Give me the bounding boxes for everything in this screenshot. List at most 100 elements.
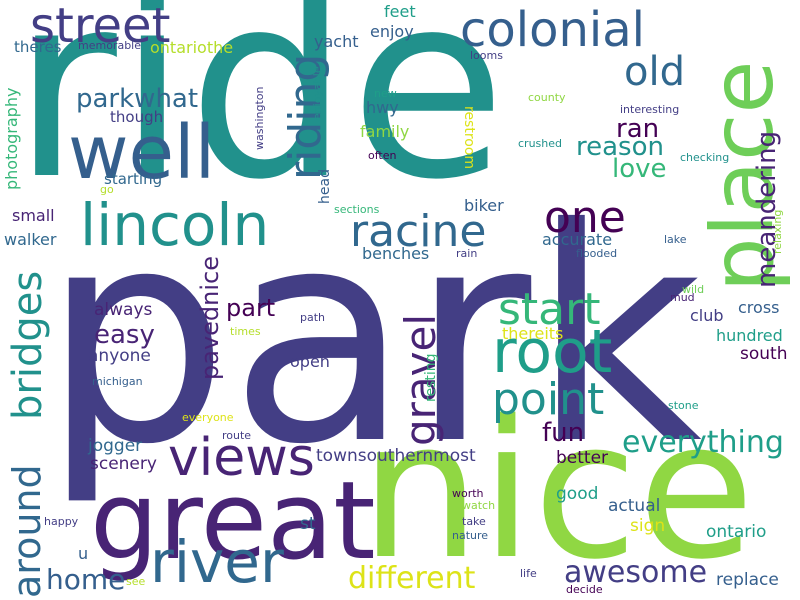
word-well: well: [68, 110, 216, 196]
word-river: river: [150, 528, 284, 596]
word-starting: starting: [104, 170, 163, 188]
word-jogger: jogger: [88, 436, 143, 456]
word-old: old: [624, 49, 685, 95]
word-go: go: [100, 183, 114, 196]
word-resting: resting: [423, 353, 439, 403]
word-benches: benches: [362, 244, 430, 263]
word-different: different: [348, 561, 476, 596]
word-pavednice: pavednice: [196, 256, 224, 380]
word-better: better: [556, 448, 609, 468]
word-head: head: [317, 169, 333, 204]
word-home: home: [46, 563, 126, 596]
word-new: new: [374, 87, 397, 100]
word-point: point: [492, 374, 605, 425]
word-part: part: [226, 294, 276, 322]
word-lincoln: lincoln: [80, 191, 270, 259]
word-sections: sections: [334, 203, 380, 216]
word-enjoyable: enjoyable: [311, 66, 324, 120]
word-fun: fun: [542, 418, 585, 448]
word-rain: rain: [456, 247, 478, 260]
word-small: small: [12, 206, 55, 225]
word-root: root: [492, 317, 613, 387]
word-ride: ride: [12, 0, 507, 236]
word-thereits: thereits: [502, 324, 564, 343]
word-south: south: [740, 344, 788, 364]
word-love: love: [612, 154, 667, 184]
word-hundred: hundred: [716, 326, 783, 345]
word-checking: checking: [680, 151, 730, 164]
word-ran: ran: [616, 114, 660, 144]
word-memorable: memorable: [78, 39, 141, 52]
word-happy: happy: [44, 515, 79, 528]
word-nature: nature: [452, 529, 489, 542]
word-racine: racine: [350, 206, 487, 257]
word-life: life: [520, 567, 537, 580]
word-one: one: [544, 192, 626, 243]
word-street: street: [30, 0, 171, 54]
word-accurate: accurate: [542, 230, 613, 249]
word-family: family: [360, 122, 410, 141]
word-scenery: scenery: [90, 454, 157, 474]
word-biker: biker: [464, 196, 504, 215]
word-everyone: everyone: [182, 411, 234, 424]
word-always: always: [94, 300, 153, 320]
word-cross: cross: [738, 298, 780, 317]
word-townsouthernmost: townsouthernmost: [316, 446, 476, 466]
word-great: great: [90, 459, 376, 584]
word-yacht: yacht: [314, 32, 359, 51]
word-though: though: [110, 108, 164, 126]
word-path: path: [300, 311, 326, 324]
word-ontario: ontario: [706, 522, 767, 542]
word-nice: nice: [360, 380, 755, 600]
word-take: take: [462, 515, 486, 528]
word-start: start: [498, 284, 601, 335]
word-flooded: flooded: [576, 247, 618, 260]
word-theres: theres: [14, 38, 62, 56]
word-walker: walker: [4, 230, 57, 249]
word-wild: wild: [682, 283, 705, 296]
word-awesome: awesome: [564, 555, 708, 590]
word-around: around: [5, 464, 49, 598]
word-times: times: [230, 325, 261, 338]
word-views: views: [168, 428, 315, 488]
word-hwy: hwy: [366, 98, 399, 117]
word-interesting: interesting: [620, 103, 680, 116]
word-ontariothe: ontariothe: [150, 38, 234, 57]
word-enjoy: enjoy: [370, 22, 414, 41]
word-feet: feet: [384, 2, 416, 21]
word-michigan: michigan: [92, 375, 143, 388]
word-actual: actual: [608, 496, 661, 516]
word-club: club: [690, 306, 724, 325]
word-relaxing: relaxing: [771, 209, 784, 254]
word-county: county: [528, 91, 566, 104]
word-route: route: [222, 429, 252, 442]
word-parkwhat: parkwhat: [76, 84, 199, 114]
word-photography: photography: [2, 87, 21, 190]
word-see: see: [126, 575, 146, 588]
word-looms: looms: [470, 49, 503, 62]
word-washington: washington: [253, 86, 266, 150]
word-sign: sign: [630, 516, 666, 536]
word-easy: easy: [94, 320, 155, 350]
word-good: good: [556, 484, 599, 504]
word-u: u: [78, 544, 89, 563]
word-colonial: colonial: [460, 2, 645, 58]
word-open: open: [290, 352, 330, 371]
word-park: park: [42, 165, 703, 509]
word-everything: everything: [622, 425, 784, 460]
word-decide: decide: [566, 583, 603, 596]
word-anyone: anyone: [88, 346, 151, 366]
word-often: often: [368, 149, 397, 162]
word-bridges: bridges: [5, 270, 51, 420]
word-worth: worth: [452, 487, 484, 500]
word-stone: stone: [668, 399, 699, 412]
word-restroom: restroom: [461, 106, 477, 170]
word-st: st: [300, 514, 316, 534]
word-reason: reason: [576, 132, 664, 162]
word-crushed: crushed: [518, 137, 562, 150]
word-lake: lake: [664, 233, 687, 246]
word-replace: replace: [716, 570, 779, 590]
word-watch: watch: [462, 499, 496, 512]
word-mud: mud: [670, 291, 695, 304]
